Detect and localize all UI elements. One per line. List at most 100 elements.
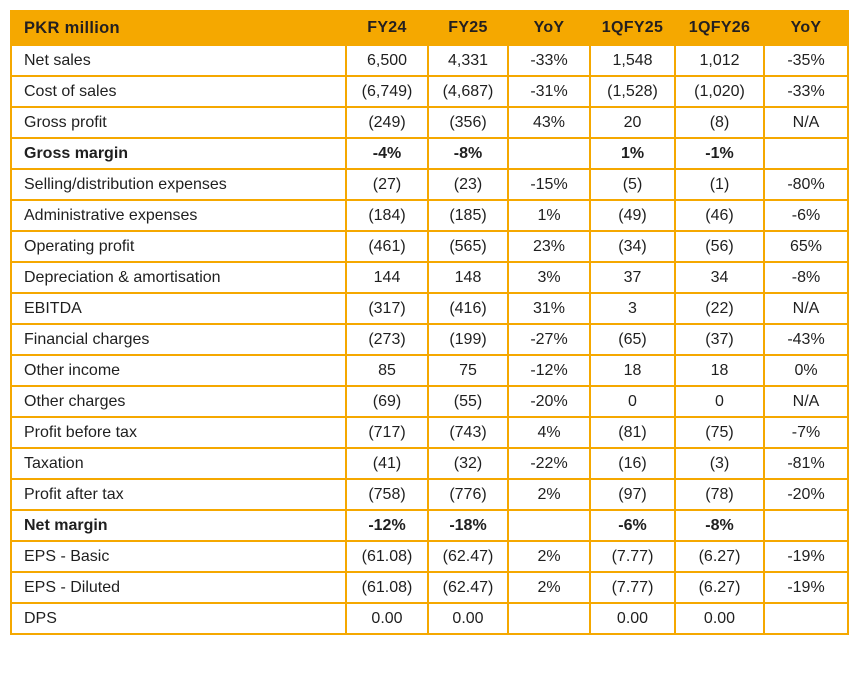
table-row: Other income 85 75 -12% 18 18 0% [10,354,849,387]
row-value: 75 [427,354,509,387]
row-value: -20% [763,478,849,511]
row-value: (1,020) [674,75,765,108]
row-label: Cost of sales [10,75,347,108]
row-value: (273) [345,323,429,356]
row-value: -33% [507,44,591,77]
table-row: Net margin -12% -18% -6% -8% [10,509,849,542]
row-value: (7.77) [589,540,676,573]
row-value: 0.00 [674,602,765,635]
financials-table-container: PKR million FY24 FY25 YoY 1QFY25 1QFY26 … [10,10,849,635]
row-value: (16) [589,447,676,480]
table-row: Operating profit (461) (565) 23% (34) (5… [10,230,849,263]
row-value: (97) [589,478,676,511]
row-value: (743) [427,416,509,449]
row-label: Profit after tax [10,478,347,511]
row-value: (8) [674,106,765,139]
row-value: N/A [763,292,849,325]
row-label: Gross profit [10,106,347,139]
column-header-yoy-quarter: YoY [763,10,849,46]
row-value: 1% [589,137,676,170]
row-value: 1,548 [589,44,676,77]
row-value: (7.77) [589,571,676,604]
row-value [763,137,849,170]
row-value [507,602,591,635]
row-label: Depreciation & amortisation [10,261,347,294]
row-value: 23% [507,230,591,263]
row-value: -81% [763,447,849,480]
row-value: 0.00 [589,602,676,635]
row-value: (81) [589,416,676,449]
row-value: (69) [345,385,429,418]
row-value: (37) [674,323,765,356]
row-value [763,509,849,542]
row-value: (55) [427,385,509,418]
table-row: Gross margin -4% -8% 1% -1% [10,137,849,170]
table-body: Net sales 6,500 4,331 -33% 1,548 1,012 -… [10,44,849,635]
row-value: (49) [589,199,676,232]
row-value: (46) [674,199,765,232]
row-value: (317) [345,292,429,325]
row-value: N/A [763,385,849,418]
row-value: 6,500 [345,44,429,77]
row-value: 1,012 [674,44,765,77]
row-label: Financial charges [10,323,347,356]
row-label: Other charges [10,385,347,418]
table-row: Net sales 6,500 4,331 -33% 1,548 1,012 -… [10,44,849,77]
row-value: -6% [763,199,849,232]
table-header: PKR million FY24 FY25 YoY 1QFY25 1QFY26 … [10,10,849,46]
row-value: 2% [507,571,591,604]
row-label: Net margin [10,509,347,542]
row-value: 18 [674,354,765,387]
column-header-1qfy25: 1QFY25 [589,10,676,46]
row-value: (32) [427,447,509,480]
row-value: 4,331 [427,44,509,77]
row-value: (6.27) [674,540,765,573]
row-value: -8% [763,261,849,294]
row-value: 0.00 [345,602,429,635]
table-row: Administrative expenses (184) (185) 1% (… [10,199,849,232]
row-value [507,509,591,542]
row-value: 85 [345,354,429,387]
table-row: DPS 0.00 0.00 0.00 0.00 [10,602,849,635]
row-value: N/A [763,106,849,139]
row-value: (5) [589,168,676,201]
row-value: 18 [589,354,676,387]
row-value: -15% [507,168,591,201]
row-value: 0% [763,354,849,387]
row-value: (62.47) [427,571,509,604]
row-value: (185) [427,199,509,232]
column-header-fy25: FY25 [427,10,509,46]
row-value: (6.27) [674,571,765,604]
table-row: Selling/distribution expenses (27) (23) … [10,168,849,201]
row-value [507,137,591,170]
row-value: -33% [763,75,849,108]
row-label: Profit before tax [10,416,347,449]
row-value: 148 [427,261,509,294]
row-value: (61.08) [345,571,429,604]
row-value: 2% [507,478,591,511]
row-label: Other income [10,354,347,387]
row-value: -31% [507,75,591,108]
row-value: (1,528) [589,75,676,108]
row-value: (27) [345,168,429,201]
row-value: -18% [427,509,509,542]
row-value: 4% [507,416,591,449]
row-value: (23) [427,168,509,201]
row-value [763,602,849,635]
row-value: 65% [763,230,849,263]
row-value: (75) [674,416,765,449]
row-value: 2% [507,540,591,573]
row-value: 1% [507,199,591,232]
row-value: -43% [763,323,849,356]
column-header-yoy-annual: YoY [507,10,591,46]
row-value: (62.47) [427,540,509,573]
table-row: Financial charges (273) (199) -27% (65) … [10,323,849,356]
row-value: -6% [589,509,676,542]
row-label: Gross margin [10,137,347,170]
row-value: (565) [427,230,509,263]
row-value: -4% [345,137,429,170]
table-row: Taxation (41) (32) -22% (16) (3) -81% [10,447,849,480]
row-value: (56) [674,230,765,263]
table-row: Gross profit (249) (356) 43% 20 (8) N/A [10,106,849,139]
row-value: 0 [674,385,765,418]
